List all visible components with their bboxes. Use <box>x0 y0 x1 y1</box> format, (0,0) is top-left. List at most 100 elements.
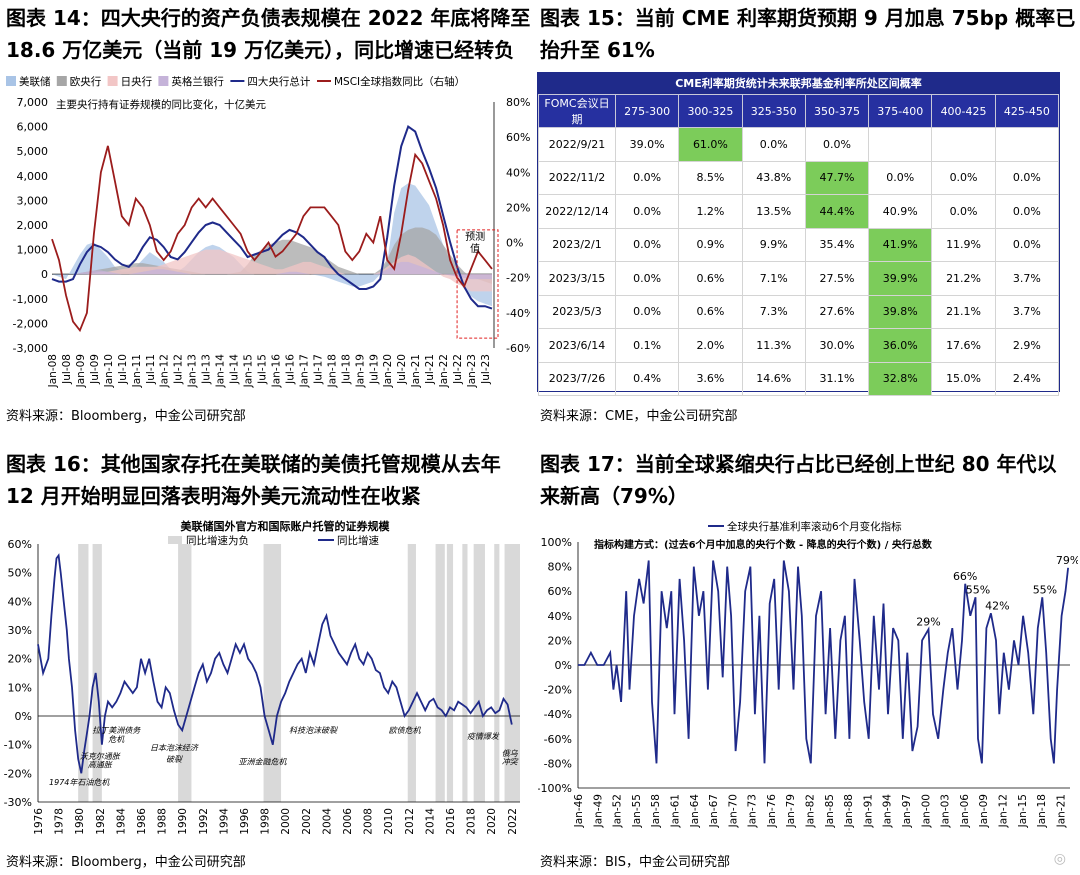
cme-prob-cell: 1.2% <box>678 194 743 229</box>
fig17-legend-item: 全球央行基准利率滚动6个月变化指标 <box>727 520 902 533</box>
fig14-xtick: Jan-19 <box>354 354 366 388</box>
cme-prob-cell: 44.4% <box>804 194 870 229</box>
fig14-legend-item: 欧央行 <box>70 75 102 88</box>
fig16-annotation: 高通胀 <box>88 761 113 770</box>
cme-header-cell: 275-300 <box>614 94 680 128</box>
fig17-data-label: 66% <box>953 570 977 583</box>
fig17-ytick: 40% <box>548 610 572 623</box>
cme-header-cell: FOMC会议日期 <box>538 94 616 128</box>
fig16-xtick: 1984 <box>115 808 127 835</box>
cme-prob-cell: 21.1% <box>931 294 996 329</box>
fig17-xtick: Jan-94 <box>882 794 894 829</box>
cme-prob-cell: 0.1% <box>614 328 680 363</box>
fig14-legend-swatch <box>107 76 118 86</box>
fig16-xtick: 1982 <box>95 808 107 835</box>
fig16-xtick: 1986 <box>136 808 148 835</box>
fig16-negative-band <box>462 544 468 802</box>
cme-prob-cell: 21.2% <box>931 261 996 296</box>
fig16-source: 资料来源：Bloomberg，中金公司研究部 <box>6 855 246 870</box>
cme-prob-cell: 0.6% <box>678 261 743 296</box>
fig16-xtick: 1998 <box>260 808 272 835</box>
cme-prob-cell: 11.3% <box>741 328 806 363</box>
fig14-chart: 美联储 欧央行 日央行 英格兰银行 四大央行总计 MSCI全球指数同比（右轴） 主要央行持有… <box>6 75 530 389</box>
fig17-title-line1: 图表 17：当前全球紧缩央行占比已经创上世纪 80 年代以 <box>540 452 1057 476</box>
fig16-xtick: 1978 <box>54 808 66 835</box>
fig14-ytick-right: 40% <box>506 166 530 179</box>
cme-prob-cell: 32.8% <box>868 361 933 396</box>
fig17-ytick: -40% <box>544 708 572 721</box>
fig16-legend-swatch <box>168 536 182 544</box>
fig17-xtick: Jan-85 <box>824 794 836 828</box>
cme-prob-cell: 8.5% <box>678 160 743 195</box>
cme-prob-cell: 40.9% <box>868 194 933 229</box>
fig17-xtick: Jan-73 <box>747 794 759 828</box>
fig14-ytick-left: 3,000 <box>17 194 49 207</box>
table-row: 2023/2/1 0.0% 0.9% 9.9% 35.4% 41.9% 11.9% 0.0% <box>538 227 1060 262</box>
cme-prob-cell: 30.0% <box>804 328 870 363</box>
fig17-xtick: Jan-70 <box>727 794 739 828</box>
fig16-ytick: 50% <box>8 567 32 580</box>
cme-prob-cell: 0.0% <box>614 294 680 329</box>
fig16-annotation: 破裂 <box>166 755 183 764</box>
fig17-source: 资料来源：BIS，中金公司研究部 <box>540 855 731 870</box>
cme-prob-cell: 27.6% <box>804 294 870 329</box>
cme-table-panel: CME利率期货统计未来联邦基金利率所处区间概率 FOMC会议日期 275-300 3… <box>537 72 1060 396</box>
cme-date-cell: 2022/12/14 <box>538 194 616 229</box>
cme-prob-cell: 0.0% <box>614 194 680 229</box>
fig17-xtick: Jan-49 <box>592 794 604 828</box>
cme-date-cell: 2022/11/2 <box>538 160 616 195</box>
fig14-xtick: Jul-11 <box>145 354 157 385</box>
fig14-legend-item: 四大央行总计 <box>247 75 310 88</box>
cme-prob-cell: 11.9% <box>931 227 996 262</box>
fig14-forecast-box <box>456 229 499 339</box>
cme-prob-cell: 39.0% <box>614 127 680 162</box>
fig14-area-2 <box>52 227 492 284</box>
fig17-xtick: Jan-09 <box>978 794 990 828</box>
fig17-ytick: 80% <box>548 561 572 574</box>
fig14-xtick: Jan-18 <box>326 354 338 388</box>
cme-prob-cell <box>994 127 1060 162</box>
fig16-annotation: 1974年石油危机 <box>49 778 110 787</box>
fig14-ytick-left: 2,000 <box>17 219 49 232</box>
fig17-xtick: Jan-97 <box>901 794 913 828</box>
fig17-ytick: -100% <box>538 782 572 795</box>
fig14-xtick: Jan-14 <box>215 354 227 389</box>
fig16-legend-item: 同比增速为负 <box>186 534 249 547</box>
fig17-xtick: Jan-88 <box>843 794 855 828</box>
cme-prob-cell: 0.0% <box>614 160 680 195</box>
cme-header-cell: 325-350 <box>741 94 806 128</box>
fig14-xtick: Jul-09 <box>89 354 101 385</box>
fig14-xtick: Jul-19 <box>368 354 380 385</box>
cme-prob-cell: 7.1% <box>741 261 806 296</box>
fig16-ytick: 0% <box>15 710 32 723</box>
fig16-negative-band <box>435 544 445 802</box>
cme-prob-cell: 3.7% <box>994 294 1060 329</box>
fig14-legend-item: 美联储 <box>19 75 51 88</box>
fig16-annotation: 俄乌 <box>502 749 519 758</box>
table-row: 2023/7/26 0.4% 3.6% 14.6% 31.1% 32.8% 15.0% 2.4… <box>538 361 1060 396</box>
fig14-legend-swatch <box>158 76 169 86</box>
fig14-xtick: Jan-09 <box>75 354 87 388</box>
fig17-xtick: Jan-91 <box>862 794 874 828</box>
fig14-ytick-left: -1,000 <box>13 293 48 306</box>
cme-prob-cell: 0.0% <box>614 227 680 262</box>
fig17-xtick: Jan-03 <box>940 794 952 828</box>
fig14-xtick: Jul-13 <box>201 354 213 385</box>
cme-prob-cell: 2.9% <box>994 328 1060 363</box>
fig16-title-line1: 图表 16：其他国家存托在美联储的美债托管规模从去年 <box>6 452 501 476</box>
cme-prob-cell: 2.0% <box>678 328 743 363</box>
cme-prob-cell: 0.0% <box>868 160 933 195</box>
cme-prob-cell: 0.9% <box>678 227 743 262</box>
cme-prob-cell: 27.5% <box>804 261 870 296</box>
fig16-xtick: 2012 <box>404 808 416 835</box>
cme-prob-cell: 17.6% <box>931 328 996 363</box>
fig14-xtick: Jan-15 <box>243 354 255 388</box>
fig16-negative-band <box>178 544 192 802</box>
fig16-xtick: 2006 <box>342 808 354 835</box>
cme-prob-cell: 0.0% <box>994 160 1060 195</box>
fig14-xtick: Jul-12 <box>173 354 185 385</box>
fig16-xtick: 1980 <box>74 808 86 835</box>
fig16-xtick: 2020 <box>486 808 498 835</box>
fig14-msci-line <box>51 145 493 333</box>
